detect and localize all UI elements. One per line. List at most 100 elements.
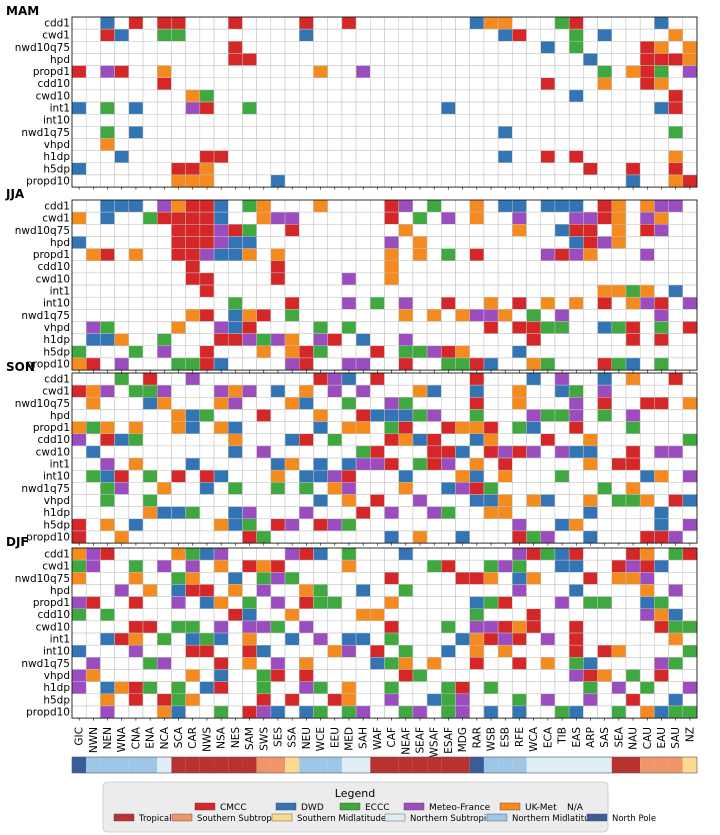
cell-jja-h5dp-RAR bbox=[469, 345, 485, 359]
cell-jja-cwd10-ENA bbox=[142, 272, 158, 286]
cell-mam-h5dp-CAF bbox=[384, 162, 399, 176]
cell-mam-nwd1q75-ESB bbox=[497, 126, 513, 139]
cell-son-h1dp-CAU bbox=[639, 506, 655, 520]
cell-son-cwd10-SAS bbox=[597, 445, 613, 459]
cell-djf-propd1-SWS bbox=[256, 596, 272, 609]
cell-jja-cwd1-CAU bbox=[639, 211, 655, 225]
cell-jja-cwd1-ECA bbox=[540, 211, 556, 225]
cell-son-cdd10-EAS bbox=[568, 433, 584, 447]
cell-mam-cwd1-NWN bbox=[85, 28, 101, 42]
cell-djf-cdd10-MDG bbox=[455, 608, 470, 622]
cell-jja-cdd10-NES bbox=[228, 260, 243, 274]
cell-djf-cwd1-WCE bbox=[313, 559, 328, 573]
cell-djf-propd10-TIB bbox=[554, 705, 570, 719]
cell-son-h5dp-SEA bbox=[611, 518, 627, 532]
cell-djf-nwd1q75-WAF bbox=[370, 657, 385, 670]
cell-djf-cwd1-WSB bbox=[483, 559, 499, 573]
row-label: cdd1 bbox=[44, 373, 70, 385]
cell-son-cdd10-SAM bbox=[242, 433, 257, 447]
region-labels: GIC NWN NEN WNA CNA ENA NCA SCA CAR NWS NSA NES SAM S… bbox=[74, 726, 697, 757]
cell-mam-hpd-ARP bbox=[583, 53, 598, 66]
cell-jja-cwd10-SEA bbox=[611, 272, 627, 286]
cell-djf-vhpd-EAU bbox=[654, 669, 669, 682]
cell-son-nwd10q75-NEAF bbox=[398, 397, 414, 410]
cell-jja-propd10-NEAF bbox=[398, 357, 414, 371]
cell-son-hpd-NSA bbox=[213, 409, 229, 422]
cell-mam-propd1-ARP bbox=[583, 65, 598, 78]
cell-mam-propd1-NEAF bbox=[398, 65, 414, 78]
cell-son-cdd1-WSAF bbox=[426, 372, 442, 386]
cell-djf-hpd-NEAF bbox=[398, 584, 414, 597]
cell-son-int1-MED bbox=[341, 457, 357, 471]
cell-son-h5dp-ECA bbox=[540, 518, 556, 532]
cell-son-vhpd-WAF bbox=[370, 494, 385, 507]
cell-jja-propd1-ECA bbox=[540, 248, 556, 262]
cell-son-cdd10-SAS bbox=[597, 433, 613, 447]
cell-djf-nwd1q75-WCA bbox=[526, 657, 541, 670]
cell-jja-nwd1q75-WCA bbox=[526, 309, 541, 322]
cell-djf-cdd10-ECA bbox=[540, 608, 556, 622]
cell-djf-propd1-WCE bbox=[313, 596, 328, 609]
cell-mam-hpd-MED bbox=[341, 53, 357, 66]
cell-son-cwd1-SSA bbox=[284, 384, 300, 398]
cell-jja-cdd1-NAU bbox=[625, 199, 641, 213]
cell-mam-cwd10-MDG bbox=[455, 89, 470, 103]
cell-djf-hpd-MED bbox=[341, 584, 357, 597]
cell-jja-nwd1q75-MDG bbox=[455, 309, 470, 322]
cell-mam-h1dp-EEU bbox=[327, 150, 343, 164]
cell-jja-int10-ENA bbox=[142, 296, 158, 310]
cell-mam-nwd1q75-MDG bbox=[455, 126, 470, 139]
cell-jja-hpd-WCA bbox=[526, 236, 541, 249]
cell-mam-cwd10-CAF bbox=[384, 89, 399, 103]
cell-mam-hpd-CAR bbox=[185, 53, 201, 66]
cell-mam-cwd1-WSB bbox=[483, 28, 499, 42]
cell-son-int10-NAU bbox=[625, 469, 641, 483]
cell-mam-cwd10-MED bbox=[341, 89, 357, 103]
cell-djf-propd10-CAR bbox=[185, 705, 201, 719]
cell-mam-cdd1-NWS bbox=[199, 16, 215, 30]
cell-djf-h1dp-WSB bbox=[483, 681, 499, 695]
cell-son-int1-MDG bbox=[455, 457, 470, 471]
cell-jja-cwd1-WSAF bbox=[426, 211, 442, 225]
cell-djf-cwd10-SAS bbox=[597, 620, 613, 634]
cell-son-nwd1q75-NZ bbox=[682, 482, 698, 495]
cell-mam-h1dp-RAR bbox=[469, 150, 485, 164]
cell-djf-nwd1q75-CNA bbox=[128, 657, 144, 670]
cell-djf-nwd1q75-RFE bbox=[512, 657, 527, 670]
cell-jja-cwd1-SAH bbox=[355, 211, 371, 225]
cell-son-int10-SEA bbox=[611, 469, 627, 483]
cell-djf-cwd1-EAU bbox=[654, 559, 669, 573]
cell-son-h1dp-SSA bbox=[284, 506, 300, 520]
cell-son-cdd1-MED bbox=[341, 372, 357, 386]
cell-djf-propd1-SAU bbox=[668, 596, 684, 609]
cell-djf-cdd1-ECA bbox=[540, 547, 556, 561]
cell-djf-cwd1-WCA bbox=[526, 559, 541, 573]
cell-son-h5dp-NEAF bbox=[398, 518, 414, 532]
cell-djf-h5dp-SEA bbox=[611, 693, 627, 707]
cell-mam-cdd10-ESAF bbox=[441, 77, 456, 91]
cell-mam-int1-SAS bbox=[597, 101, 613, 115]
cell-son-cwd10-ECA bbox=[540, 445, 556, 459]
cell-son-cwd10-NWS bbox=[199, 445, 215, 459]
cell-jja-nwd10q75-NES bbox=[228, 224, 243, 237]
cell-djf-propd1-SAM bbox=[242, 596, 257, 609]
cell-son-cwd10-EAS bbox=[568, 445, 584, 459]
cell-son-cwd10-SAU bbox=[668, 445, 684, 459]
cell-jja-hpd-NWS bbox=[199, 236, 215, 249]
cell-djf-int10-NEAF bbox=[398, 644, 414, 658]
cell-mam-cdd10-CAR bbox=[185, 77, 201, 91]
cell-jja-cwd1-NEAF bbox=[398, 211, 414, 225]
cell-jja-nwd10q75-SSA bbox=[284, 224, 300, 237]
legend-swatch-nm bbox=[486, 813, 508, 822]
cell-mam-hpd-SEA bbox=[611, 53, 627, 66]
cell-son-nwd10q75-GIC bbox=[71, 397, 87, 410]
cell-djf-int10-NZ bbox=[682, 644, 698, 658]
cell-djf-propd1-NSA bbox=[213, 596, 229, 609]
cell-djf-propd10-RFE bbox=[512, 705, 527, 719]
cell-djf-propd10-ENA bbox=[142, 705, 158, 719]
cell-son-propd10-WSB bbox=[483, 530, 499, 544]
legend-swatch-meteo-france bbox=[403, 802, 425, 811]
cell-mam-cdd10-WSB bbox=[483, 77, 499, 91]
cell-mam-h5dp-WNA bbox=[114, 162, 130, 176]
cell-mam-propd10-NZ bbox=[682, 174, 698, 188]
